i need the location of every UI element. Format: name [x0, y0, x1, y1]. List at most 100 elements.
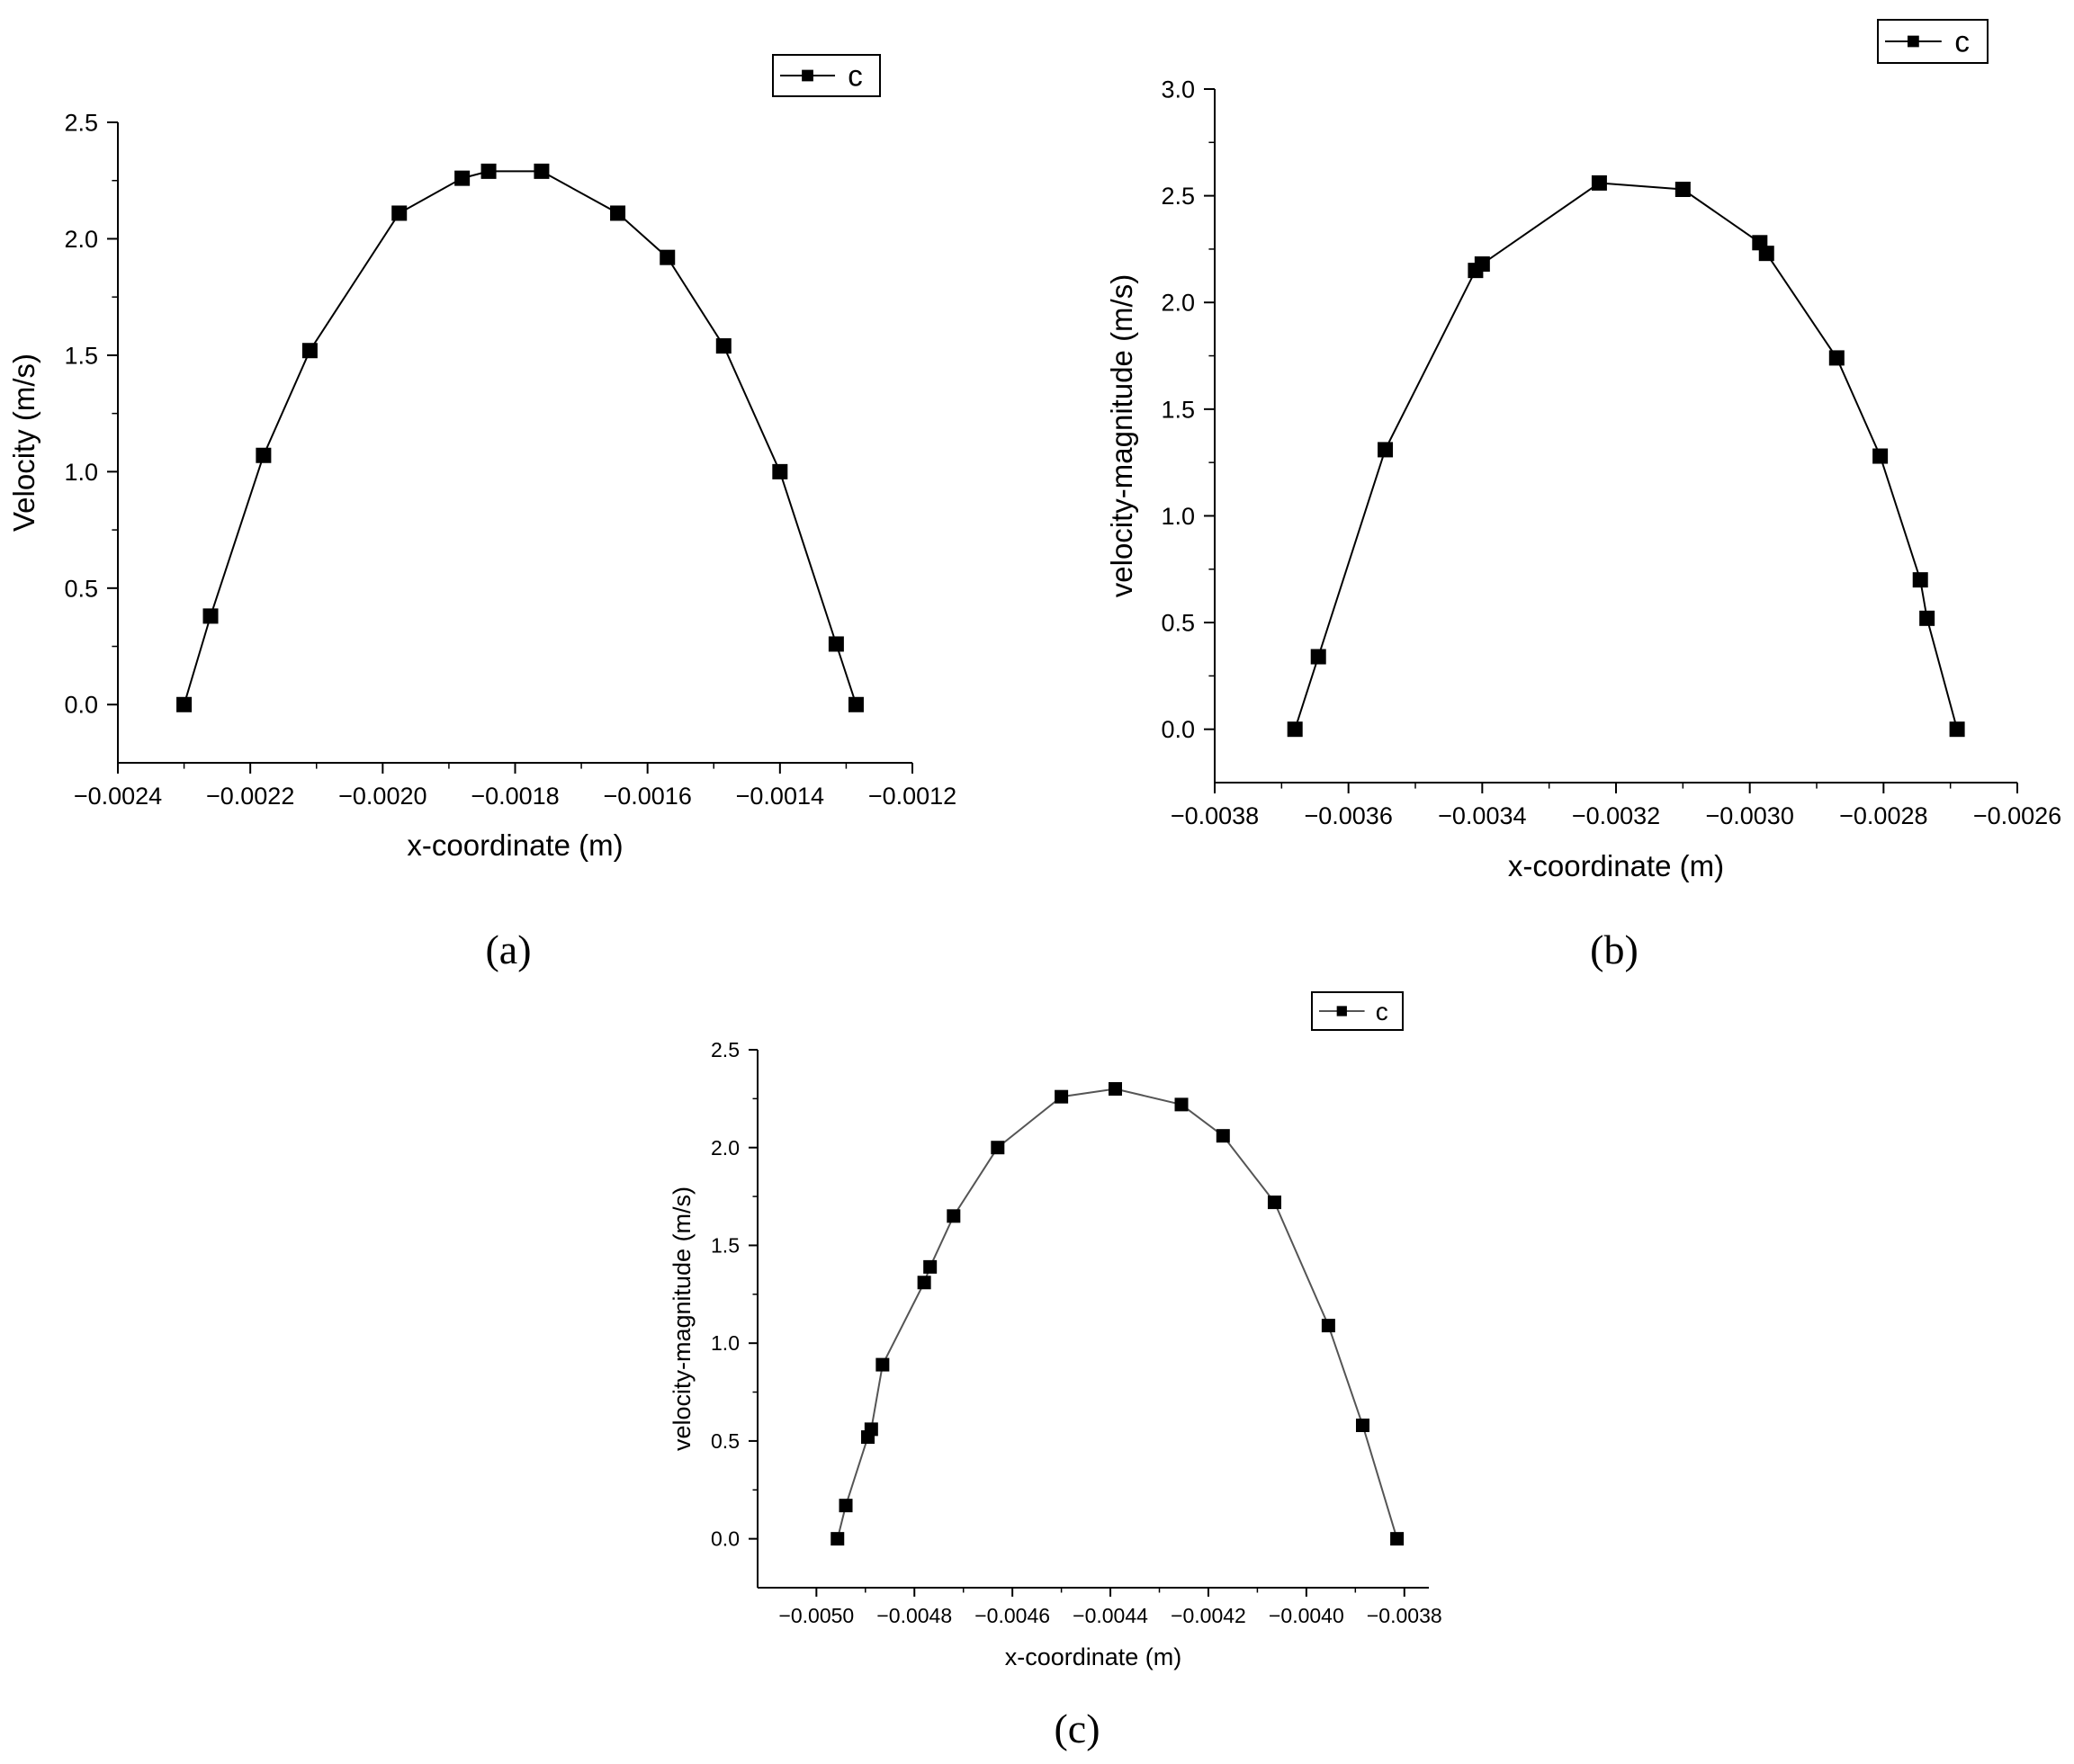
panel-caption: (b): [1590, 927, 1639, 972]
data-point: [991, 1141, 1005, 1155]
data-point: [534, 163, 550, 179]
x-tick-label: −0.0040: [1269, 1604, 1344, 1627]
data-point: [1109, 1081, 1123, 1096]
x-tick-label: −0.0012: [868, 783, 956, 810]
chart-3: −0.0050 −0.0048 −0.0046 −0.0044 −0.0042 −0.00…: [669, 991, 1442, 1751]
data-point: [1912, 572, 1928, 588]
legend: c: [772, 54, 881, 97]
x-tick-label: −0.0018: [471, 783, 559, 810]
y-axis-title: velocity-magnitude (m/s): [669, 1186, 696, 1451]
legend-marker: [802, 69, 813, 82]
chart-2: −0.0038 −0.0036 −0.0034 −0.0032 −0.0030 −0.00…: [1105, 19, 2061, 972]
x-tick-label: −0.0014: [736, 783, 824, 810]
data-point: [1267, 1195, 1281, 1210]
data-point: [176, 696, 193, 712]
y-tick-label: 0.0: [1161, 716, 1195, 743]
data-point: [1674, 181, 1691, 197]
legend: c: [1877, 19, 1989, 64]
legend-label: c: [1954, 25, 1970, 58]
data-point: [875, 1357, 890, 1372]
data-point: [1390, 1532, 1405, 1546]
data-point: [1949, 721, 1965, 738]
data-point: [1174, 1097, 1189, 1112]
x-tick-label: −0.0038: [1171, 802, 1259, 829]
y-tick-label: 1.5: [1161, 396, 1195, 423]
x-tick-label: −0.0020: [338, 783, 426, 810]
data-point: [610, 205, 626, 221]
legend-label: c: [848, 59, 863, 93]
x-tick-label: −0.0032: [1572, 802, 1660, 829]
data-point: [454, 170, 471, 186]
panel-caption: (a): [485, 927, 531, 972]
series-line: [836, 1088, 1398, 1539]
chart-1: −0.0024 −0.0022 −0.0020 −0.0018 −0.0016 −0.00…: [7, 54, 956, 972]
data-point: [839, 1499, 853, 1513]
x-tick-label: −0.0044: [1073, 1604, 1148, 1627]
x-tick-label: −0.0050: [778, 1604, 854, 1627]
y-tick-label: 0.0: [64, 692, 98, 719]
data-point: [1216, 1129, 1230, 1143]
series-line: [183, 170, 857, 705]
y-tick-label: 0.5: [1161, 610, 1195, 637]
y-tick-label: 2.5: [711, 1038, 740, 1061]
y-tick-label: 1.0: [64, 459, 98, 486]
y-tick-label: 3.0: [1161, 76, 1195, 103]
y-axis-title: velocity-magnitude (m/s): [1105, 274, 1138, 597]
data-point: [1355, 1419, 1369, 1433]
data-point: [1758, 246, 1774, 262]
x-tick-label: −0.0046: [974, 1604, 1050, 1627]
data-point: [947, 1209, 961, 1223]
data-point: [923, 1259, 938, 1274]
data-point: [301, 343, 318, 359]
data-point: [391, 205, 408, 221]
y-tick-label: 2.0: [711, 1136, 740, 1160]
x-tick-label: −0.0036: [1304, 802, 1392, 829]
data-point: [848, 696, 864, 712]
y-tick-label: 1.5: [64, 342, 98, 369]
x-tick-label: −0.0022: [206, 783, 294, 810]
y-tick-label: 2.5: [64, 109, 98, 136]
y-axis-title: Velocity (m/s): [7, 354, 40, 532]
data-point: [1321, 1319, 1335, 1333]
x-tick-label: −0.0024: [74, 783, 162, 810]
x-tick-label: −0.0030: [1705, 802, 1793, 829]
data-point: [202, 608, 219, 624]
data-point: [1919, 610, 1935, 626]
data-point: [1287, 721, 1303, 738]
y-tick-label: 1.0: [1161, 503, 1195, 530]
y-tick-label: 0.5: [64, 575, 98, 602]
x-tick-label: −0.0026: [1973, 802, 2061, 829]
y-tick-label: 2.0: [64, 226, 98, 253]
data-point: [256, 447, 272, 463]
legend: c: [1311, 991, 1404, 1031]
panel-caption: (c): [1054, 1706, 1100, 1751]
data-point: [1310, 649, 1326, 665]
data-point: [660, 249, 676, 265]
y-tick-label: 2.5: [1161, 183, 1195, 210]
y-tick-label: 1.5: [711, 1234, 740, 1258]
data-point: [828, 636, 844, 652]
data-point: [1591, 175, 1607, 191]
data-point: [715, 338, 732, 354]
y-tick-label: 0.0: [711, 1527, 740, 1551]
x-tick-label: −0.0034: [1438, 802, 1526, 829]
y-tick-label: 1.0: [711, 1331, 740, 1355]
data-point: [1055, 1089, 1069, 1104]
data-point: [1474, 256, 1490, 273]
x-axis-title: x-coordinate (m): [1005, 1643, 1182, 1670]
x-tick-label: −0.0038: [1367, 1604, 1442, 1627]
x-tick-label: −0.0042: [1171, 1604, 1246, 1627]
data-point: [1872, 448, 1889, 464]
legend-label: c: [1376, 998, 1388, 1025]
data-point: [772, 463, 788, 479]
legend-marker: [1336, 1006, 1347, 1016]
x-tick-label: −0.0048: [876, 1604, 952, 1627]
legend-marker: [1908, 35, 1919, 48]
data-point: [864, 1422, 878, 1437]
x-axis-title: x-coordinate (m): [407, 828, 623, 862]
x-axis-title: x-coordinate (m): [1508, 849, 1724, 882]
data-point: [917, 1276, 931, 1290]
x-tick-label: −0.0016: [603, 783, 691, 810]
y-tick-label: 0.5: [711, 1429, 740, 1453]
